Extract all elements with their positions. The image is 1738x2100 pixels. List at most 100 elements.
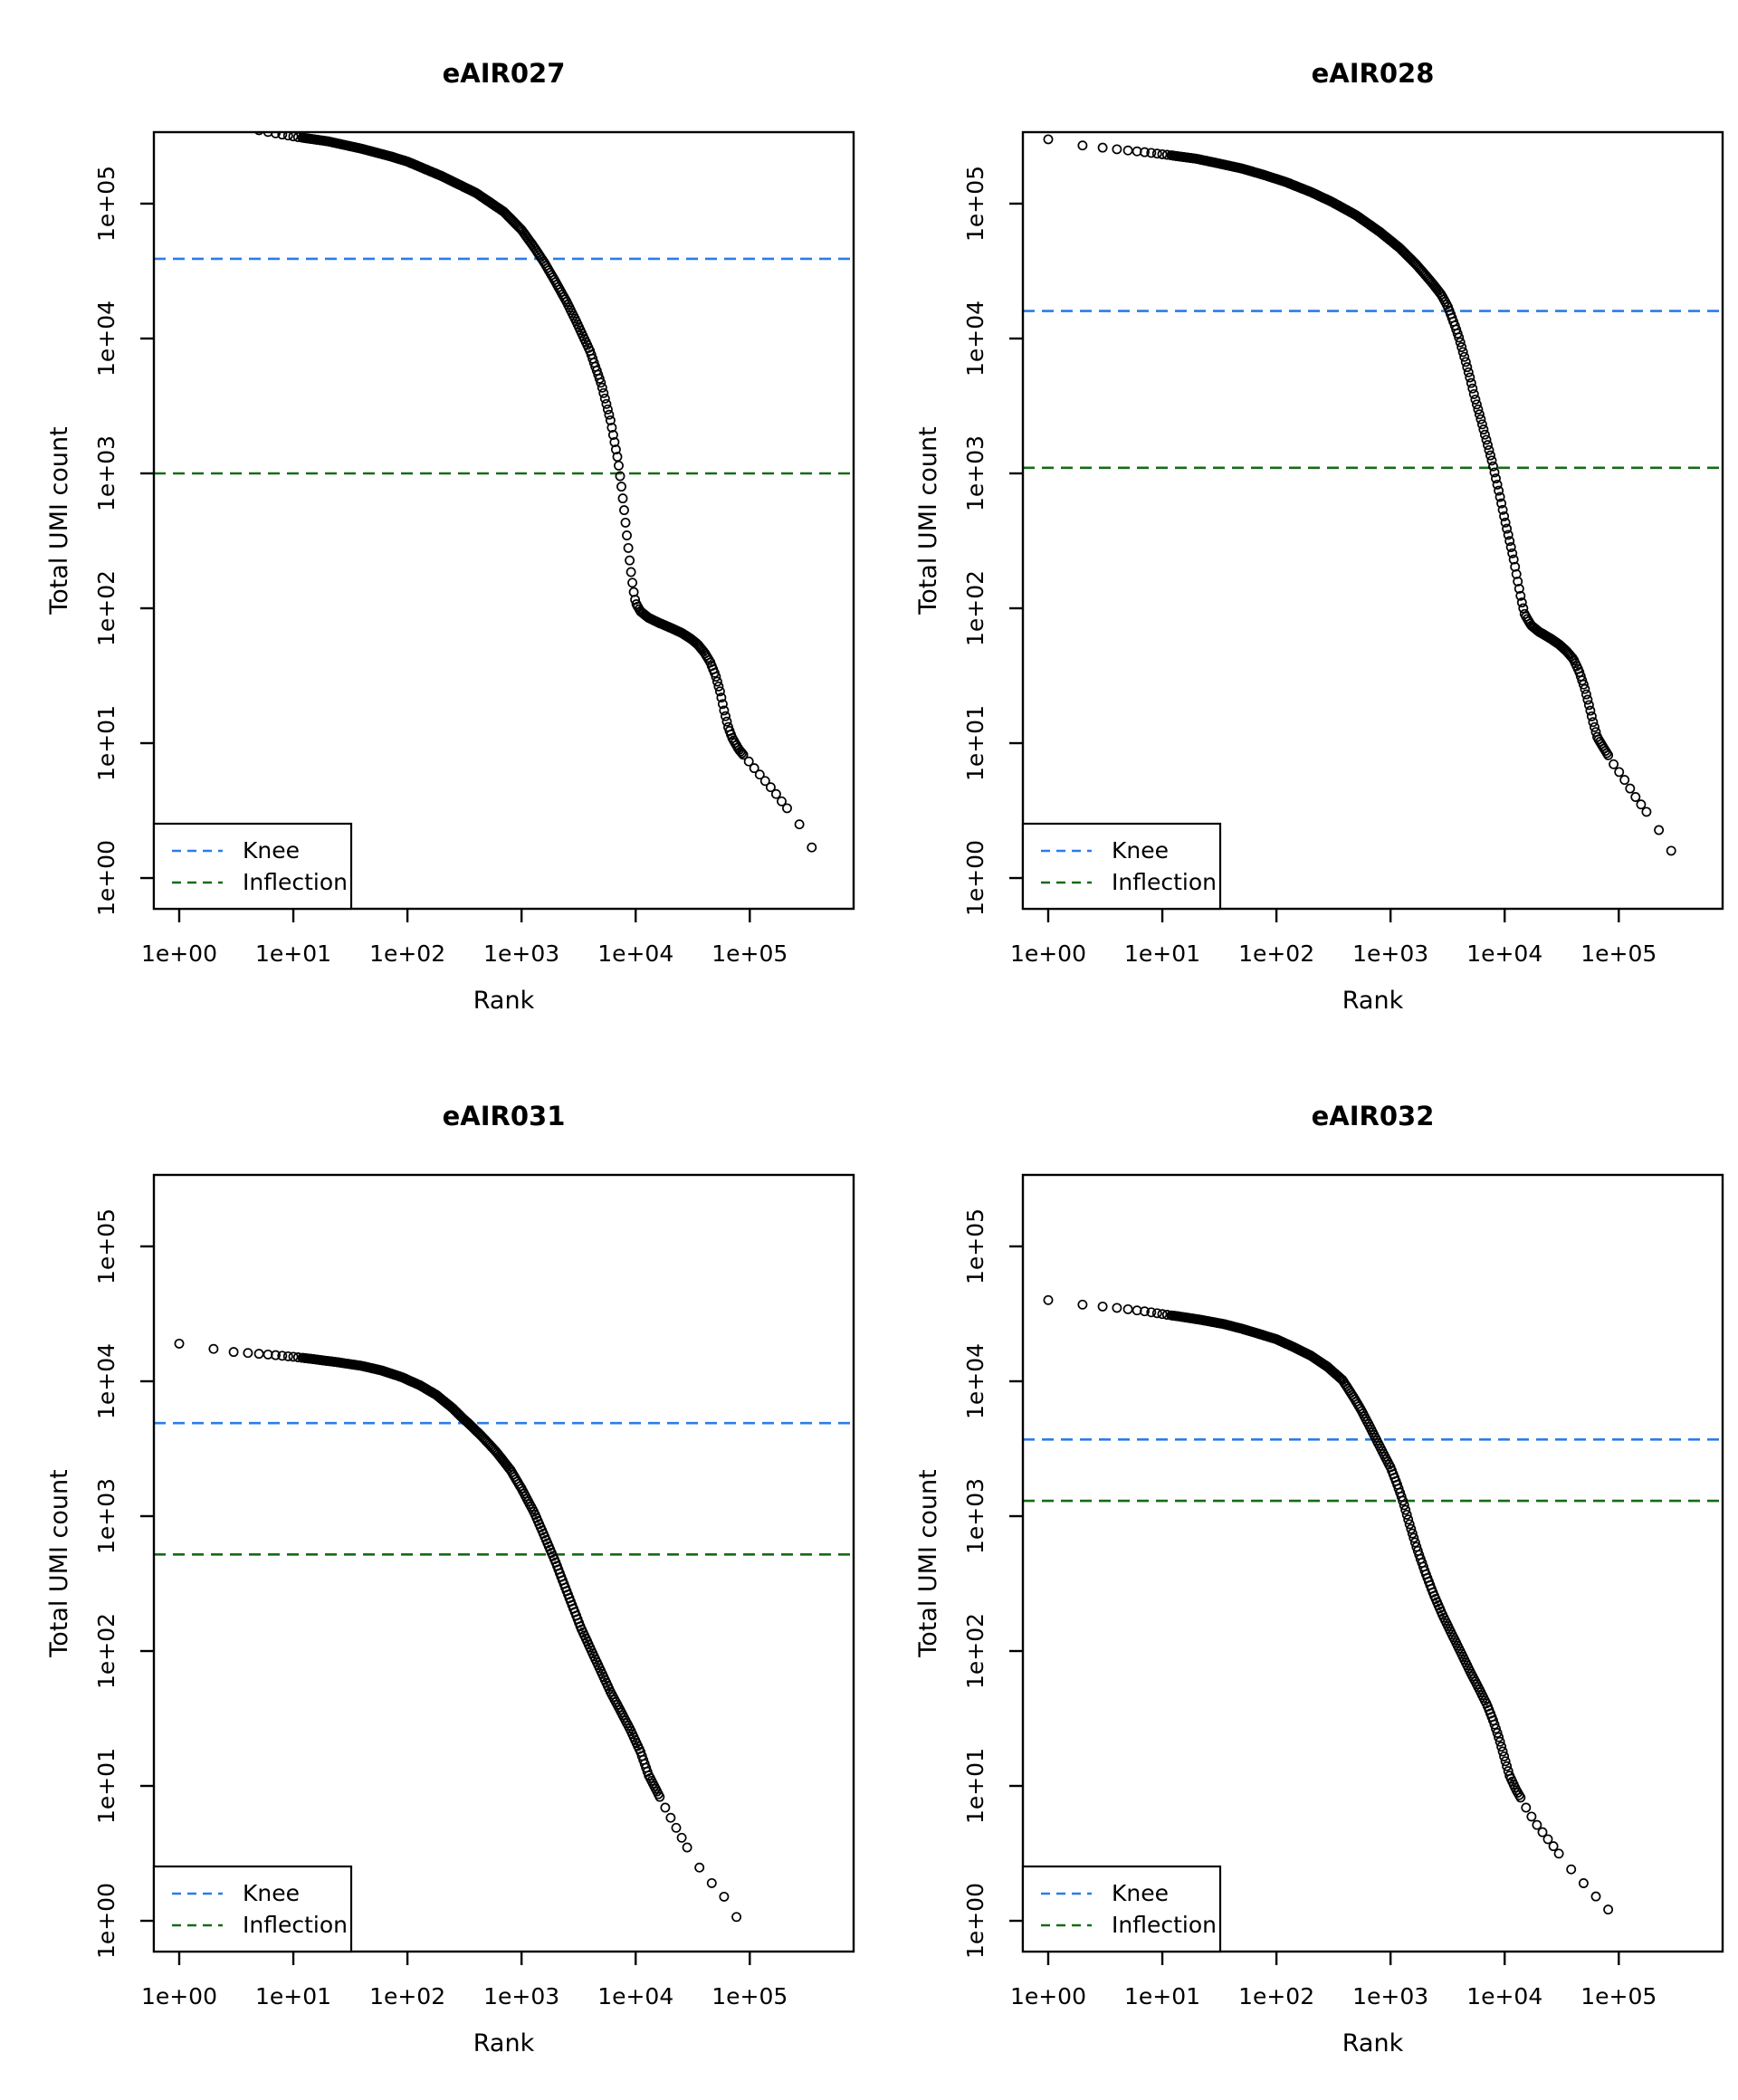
y-tick-label: 1e+00	[93, 840, 119, 916]
panel-title: eAIR031	[443, 1101, 566, 1131]
y-tick-label: 1e+03	[962, 435, 988, 511]
x-tick-label: 1e+02	[369, 940, 445, 967]
legend-inflection-label: Inflection	[1112, 869, 1217, 895]
x-tick-label: 1e+04	[1466, 1983, 1542, 2009]
legend: Knee Inflection	[1021, 1865, 1222, 1953]
x-tick-label: 1e+04	[1466, 940, 1542, 967]
y-axis-label: Total UMI count	[45, 426, 73, 615]
legend-knee-label: Knee	[243, 837, 300, 864]
y-tick-label: 1e+04	[962, 1343, 988, 1419]
y-tick-label: 1e+05	[93, 166, 119, 242]
panel-title: eAIR027	[443, 58, 566, 89]
legend-box	[152, 822, 353, 911]
legend-knee-label: Knee	[243, 1880, 300, 1906]
x-axis-label: Rank	[473, 987, 535, 1015]
x-axis-label: Rank	[1342, 2029, 1404, 2057]
y-tick-label: 1e+04	[93, 301, 119, 377]
legend-inflection-label: Inflection	[243, 869, 348, 895]
knee-plot-panel-eAIR028: eAIR028 1e+00 1e+01 1e+02 1e+03 1e+04 1e+05 1e+…	[905, 14, 1738, 1057]
x-tick-label: 1e+03	[1352, 1983, 1428, 2009]
legend-box	[1021, 822, 1222, 911]
plot-frame	[152, 130, 855, 911]
y-tick-label: 1e+03	[93, 1478, 119, 1554]
x-tick-label: 1e+05	[711, 1983, 788, 2009]
legend-inflection-label: Inflection	[1112, 1912, 1217, 1938]
y-axis: 1e+00 1e+01 1e+02 1e+03 1e+04 1e+05	[962, 166, 1023, 916]
legend-box	[1021, 1865, 1222, 1953]
y-axis-label: Total UMI count	[914, 426, 942, 615]
x-tick-label: 1e+03	[483, 1983, 559, 2009]
y-axis-label: Total UMI count	[45, 1469, 73, 1657]
x-axis: 1e+00 1e+01 1e+02 1e+03 1e+04 1e+05	[1010, 909, 1657, 967]
x-tick-label: 1e+00	[141, 1983, 217, 2009]
y-tick-label: 1e+02	[93, 1613, 119, 1689]
x-axis: 1e+00 1e+01 1e+02 1e+03 1e+04 1e+05	[141, 909, 788, 967]
data-points	[244, 132, 817, 853]
y-tick-label: 1e+05	[962, 166, 988, 242]
y-tick-label: 1e+03	[93, 435, 119, 511]
x-tick-label: 1e+05	[1580, 1983, 1657, 2009]
data-points	[1043, 134, 1676, 856]
y-tick-label: 1e+02	[93, 570, 119, 646]
x-tick-label: 1e+01	[1124, 940, 1200, 967]
x-axis: 1e+00 1e+01 1e+02 1e+03 1e+04 1e+05	[1010, 1952, 1657, 2009]
y-tick-label: 1e+05	[962, 1208, 988, 1284]
knee-plot-panel-eAIR027: eAIR027 1e+00 1e+01 1e+02 1e+03 1e+04 1e+05 1e+…	[36, 14, 905, 1057]
y-tick-label: 1e+01	[962, 705, 988, 781]
x-tick-label: 1e+02	[1238, 940, 1314, 967]
x-axis-label: Rank	[1342, 987, 1404, 1015]
x-tick-label: 1e+05	[711, 940, 788, 967]
x-tick-label: 1e+04	[597, 1983, 673, 2009]
legend-box	[152, 1865, 353, 1953]
x-tick-label: 1e+04	[597, 940, 673, 967]
y-tick-label: 1e+01	[93, 1748, 119, 1824]
y-tick-label: 1e+03	[962, 1478, 988, 1554]
x-tick-label: 1e+00	[141, 940, 217, 967]
legend-knee-label: Knee	[1112, 837, 1169, 864]
knee-plot-panel-eAIR031: eAIR031 1e+00 1e+01 1e+02 1e+03 1e+04 1e+05 1e+…	[36, 1057, 905, 2100]
panel-title: eAIR032	[1312, 1101, 1435, 1131]
plot-frame	[1021, 130, 1724, 911]
data-points	[1043, 1294, 1614, 1915]
x-tick-label: 1e+02	[1238, 1983, 1314, 2009]
plot-frame	[1021, 1173, 1724, 1953]
plot-frame	[152, 1173, 855, 1953]
y-tick-label: 1e+04	[93, 1343, 119, 1419]
y-tick-label: 1e+01	[93, 705, 119, 781]
y-axis: 1e+00 1e+01 1e+02 1e+03 1e+04 1e+05	[93, 1208, 154, 1959]
data-points	[174, 1338, 742, 1923]
x-tick-label: 1e+03	[483, 940, 559, 967]
y-tick-label: 1e+02	[962, 1613, 988, 1689]
y-axis: 1e+00 1e+01 1e+02 1e+03 1e+04 1e+05	[93, 166, 154, 916]
legend: Knee Inflection	[1021, 822, 1222, 911]
x-tick-label: 1e+00	[1010, 940, 1086, 967]
y-axis-label: Total UMI count	[914, 1469, 942, 1657]
panel-title: eAIR028	[1312, 58, 1435, 89]
y-tick-label: 1e+00	[962, 1883, 988, 1959]
y-tick-label: 1e+00	[962, 840, 988, 916]
y-tick-label: 1e+02	[962, 570, 988, 646]
y-axis: 1e+00 1e+01 1e+02 1e+03 1e+04 1e+05	[962, 1208, 1023, 1959]
knee-plot-panel-eAIR032: eAIR032 1e+00 1e+01 1e+02 1e+03 1e+04 1e+05 1e+…	[905, 1057, 1738, 2100]
y-tick-label: 1e+01	[962, 1748, 988, 1824]
x-tick-label: 1e+01	[1124, 1983, 1200, 2009]
y-tick-label: 1e+05	[93, 1208, 119, 1284]
x-tick-label: 1e+01	[255, 940, 331, 967]
x-tick-label: 1e+02	[369, 1983, 445, 2009]
x-tick-label: 1e+01	[255, 1983, 331, 2009]
x-axis: 1e+00 1e+01 1e+02 1e+03 1e+04 1e+05	[141, 1952, 788, 2009]
x-axis-label: Rank	[473, 2029, 535, 2057]
legend: Knee Inflection	[152, 1865, 353, 1953]
x-tick-label: 1e+03	[1352, 940, 1428, 967]
y-tick-label: 1e+04	[962, 301, 988, 377]
x-tick-label: 1e+05	[1580, 940, 1657, 967]
legend-knee-label: Knee	[1112, 1880, 1169, 1906]
legend: Knee Inflection	[152, 822, 353, 911]
y-tick-label: 1e+00	[93, 1883, 119, 1959]
x-tick-label: 1e+00	[1010, 1983, 1086, 2009]
